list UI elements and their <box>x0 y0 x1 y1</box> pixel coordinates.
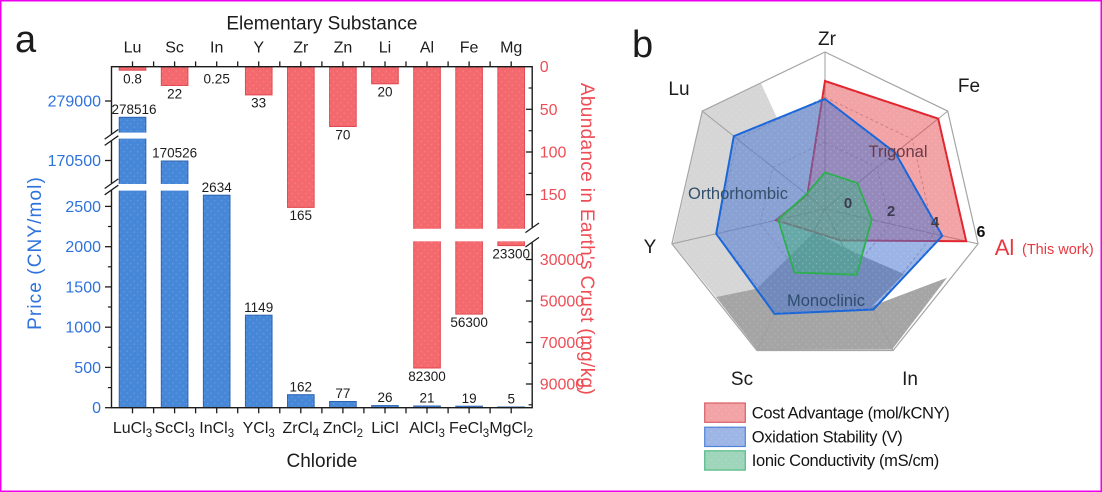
svg-text:1500: 1500 <box>65 279 101 296</box>
svg-text:Fe: Fe <box>460 40 479 57</box>
svg-text:2: 2 <box>887 203 895 220</box>
svg-text:165: 165 <box>290 208 313 223</box>
svg-text:33: 33 <box>251 96 266 111</box>
svg-text:In: In <box>902 369 918 390</box>
svg-text:1149: 1149 <box>244 300 273 315</box>
svg-text:Sc: Sc <box>165 40 184 57</box>
svg-text:82300: 82300 <box>408 369 446 384</box>
svg-text:50: 50 <box>540 102 558 119</box>
svg-text:23300: 23300 <box>492 246 530 261</box>
svg-text:170500: 170500 <box>48 153 101 170</box>
svg-text:Elementary Substance: Elementary Substance <box>226 14 417 35</box>
svg-text:Trigonal: Trigonal <box>869 143 928 161</box>
svg-text:Li: Li <box>379 40 391 57</box>
svg-text:2500: 2500 <box>65 199 101 216</box>
svg-text:AlCl3: AlCl3 <box>409 420 445 440</box>
svg-text:500: 500 <box>74 360 101 377</box>
svg-text:Y: Y <box>644 237 657 258</box>
svg-text:InCl3: InCl3 <box>199 420 234 440</box>
svg-text:LuCl3: LuCl3 <box>113 420 152 440</box>
svg-text:Oxidation Stability (V): Oxidation Stability (V) <box>752 429 903 447</box>
svg-text:90000: 90000 <box>540 377 585 394</box>
svg-text:Y: Y <box>253 40 264 57</box>
svg-text:4: 4 <box>931 214 940 231</box>
svg-text:ScCl3: ScCl3 <box>155 420 195 440</box>
svg-text:Fe: Fe <box>958 76 980 97</box>
svg-text:Cost Advantage (mol/kCNY): Cost Advantage (mol/kCNY) <box>752 404 950 422</box>
svg-text:20: 20 <box>377 85 392 100</box>
svg-text:Zn: Zn <box>334 40 353 57</box>
svg-text:MgCl2: MgCl2 <box>489 420 533 440</box>
svg-text:Lu: Lu <box>668 79 689 100</box>
svg-text:0: 0 <box>92 400 101 417</box>
svg-text:Al: Al <box>995 235 1015 260</box>
svg-text:0: 0 <box>844 195 852 212</box>
svg-text:Monoclinic: Monoclinic <box>787 292 865 310</box>
svg-text:278516: 278516 <box>111 102 156 117</box>
svg-text:2000: 2000 <box>65 239 101 256</box>
svg-text:0.8: 0.8 <box>123 71 142 86</box>
svg-text:ZrCl4: ZrCl4 <box>282 420 319 440</box>
svg-text:YCl3: YCl3 <box>243 420 275 440</box>
svg-text:In: In <box>210 40 223 57</box>
svg-text:19: 19 <box>462 391 477 406</box>
svg-text:26: 26 <box>377 390 392 405</box>
svg-text:2634: 2634 <box>202 180 233 195</box>
svg-text:0.25: 0.25 <box>204 71 230 86</box>
svg-text:22: 22 <box>167 86 182 101</box>
svg-text:0: 0 <box>540 59 549 76</box>
svg-text:170526: 170526 <box>152 146 197 161</box>
svg-text:56300: 56300 <box>450 315 488 330</box>
svg-text:(This work): (This work) <box>1022 242 1094 258</box>
svg-text:77: 77 <box>335 386 350 401</box>
svg-text:ZnCl2: ZnCl2 <box>323 420 363 440</box>
svg-text:b: b <box>632 24 653 66</box>
svg-text:150: 150 <box>540 187 567 204</box>
svg-text:Abundance in Earth's Crust (mg: Abundance in Earth's Crust (mg/kg) <box>576 83 597 395</box>
svg-text:LiCl: LiCl <box>371 420 399 437</box>
svg-text:Sc: Sc <box>731 369 753 390</box>
svg-text:Price (CNY/mol): Price (CNY/mol) <box>25 176 46 330</box>
svg-text:21: 21 <box>419 391 434 406</box>
svg-text:50000: 50000 <box>540 294 585 311</box>
svg-text:Orthorhombic: Orthorhombic <box>688 185 788 203</box>
svg-text:70: 70 <box>335 127 350 142</box>
svg-text:Chloride: Chloride <box>287 451 358 472</box>
svg-text:Zr: Zr <box>818 29 837 50</box>
svg-text:70000: 70000 <box>540 335 585 352</box>
svg-text:279000: 279000 <box>48 94 101 111</box>
svg-text:Zr: Zr <box>293 40 309 57</box>
svg-text:5: 5 <box>507 392 515 407</box>
svg-text:Lu: Lu <box>124 40 142 57</box>
svg-text:a: a <box>15 19 37 61</box>
svg-text:6: 6 <box>977 224 986 241</box>
svg-text:162: 162 <box>290 379 313 394</box>
svg-text:Mg: Mg <box>500 40 522 57</box>
svg-text:FeCl3: FeCl3 <box>449 420 489 440</box>
svg-text:30000: 30000 <box>540 252 585 269</box>
svg-text:100: 100 <box>540 145 567 162</box>
svg-text:1000: 1000 <box>65 320 101 337</box>
svg-text:Al: Al <box>420 40 434 57</box>
svg-text:Ionic Conductivity (mS/cm): Ionic Conductivity (mS/cm) <box>752 452 939 470</box>
